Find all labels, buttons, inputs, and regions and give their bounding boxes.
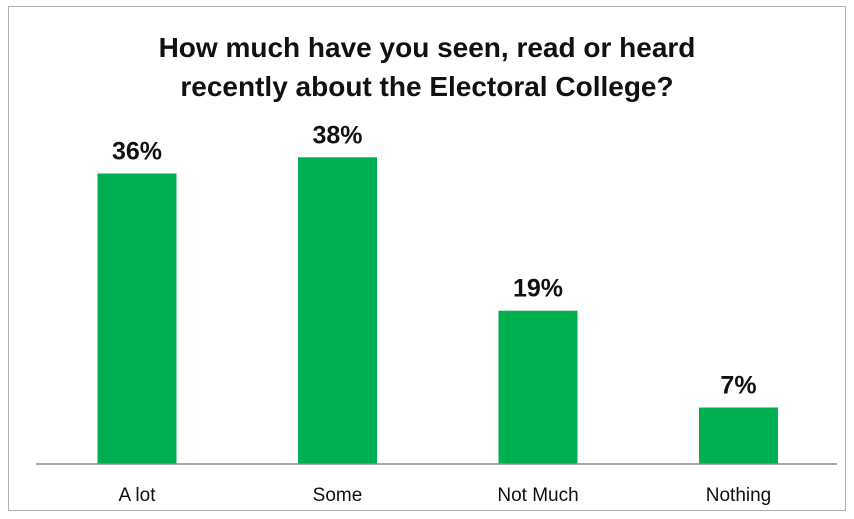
x-tick-label-nothing: Nothing [706, 485, 772, 506]
bar-nothing [699, 407, 778, 464]
chart-title-line-2: recently about the Electoral College? [180, 71, 674, 102]
data-labels-group: 36% 38% 19% 7% [112, 121, 757, 399]
x-tick-label-a-lot: A lot [119, 485, 157, 506]
bar-some [298, 157, 377, 465]
data-label-nothing: 7% [720, 372, 756, 400]
data-label-not-much: 19% [513, 275, 563, 303]
x-tick-label-not-much: Not Much [497, 485, 578, 506]
chart-title-line-1: How much have you seen, read or heard [158, 32, 696, 63]
chart-title: How much have you seen, read or heard re… [0, 28, 854, 106]
bar-not-much [498, 310, 578, 464]
x-tick-labels-group: A lot Some Not Much Nothing [119, 485, 772, 506]
bars-group [97, 157, 778, 465]
x-tick-label-some: Some [313, 485, 363, 506]
data-label-a-lot: 36% [112, 138, 162, 166]
data-label-some: 38% [312, 121, 362, 149]
bar-a-lot [97, 173, 177, 464]
